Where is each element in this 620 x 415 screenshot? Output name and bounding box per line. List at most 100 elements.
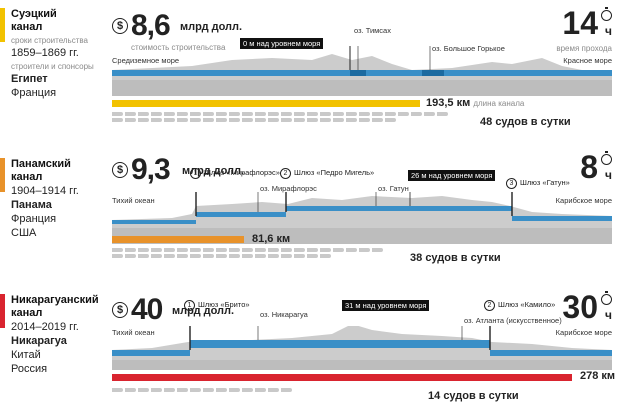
ship-icon xyxy=(177,112,188,116)
ship-icon xyxy=(294,248,305,252)
suez-cost-unit: млрд долл. xyxy=(180,21,243,33)
suez-length-value: 193,5 xyxy=(426,97,454,109)
ship-icon xyxy=(333,118,344,122)
ship-icon xyxy=(125,388,136,392)
suez-length-bar xyxy=(112,100,420,107)
ship-icon xyxy=(268,248,279,252)
ship-icon xyxy=(164,112,175,116)
suez-time-label: время прохода xyxy=(556,44,612,53)
suez-info: Суэцкий канал сроки строительства 1859–1… xyxy=(0,8,110,100)
ship-icon xyxy=(229,248,240,252)
ship-icon xyxy=(190,388,201,392)
panama-build-years: 1904–1914 гг. xyxy=(11,185,79,197)
panama-right-sea: Карибское море xyxy=(555,196,612,205)
ship-icon xyxy=(216,118,227,122)
lock-number: 1 xyxy=(184,300,195,311)
nicaragua-ships-suffix: судов в сутки xyxy=(443,390,519,402)
ship-icon xyxy=(151,118,162,122)
panama-level-tag: 26 м над уровнем моря xyxy=(408,170,496,181)
nicaragua-builder-other-1: Китай xyxy=(11,349,41,361)
panama-cost-value: 9,3 xyxy=(131,153,171,186)
panama-length-unit: км xyxy=(276,233,291,245)
panama-lock-1: 1 Шлюз «Мирафлорэс» xyxy=(190,168,280,179)
lock-name: Шлюз «Камило» xyxy=(498,300,556,309)
panama-time-value: 8 xyxy=(580,149,598,185)
lock-number: 2 xyxy=(280,168,291,179)
ship-icon xyxy=(242,254,253,258)
ship-icon xyxy=(372,112,383,116)
suez-length: 193,5 км длина канала xyxy=(426,97,524,109)
ship-icon xyxy=(190,254,201,258)
lock-number: 3 xyxy=(506,178,517,189)
nicaragua-ships-value: 14 xyxy=(428,390,441,402)
ship-icon xyxy=(255,388,266,392)
ship-icon xyxy=(203,248,214,252)
panama-color-mark xyxy=(0,158,5,192)
ship-row xyxy=(112,112,448,116)
panama-panel: Панамский канал 1904–1914 гг. Панама Фра… xyxy=(0,150,620,275)
ship-icon xyxy=(203,388,214,392)
suez-profile: Средиземное море Красное море 0 м над ур… xyxy=(112,26,612,96)
ship-icon xyxy=(125,248,136,252)
ship-icon xyxy=(203,118,214,122)
ship-icon xyxy=(112,112,123,116)
ship-icon xyxy=(359,248,370,252)
nicaragua-info: Никарагуанский канал 2014–2019 гг. Никар… xyxy=(0,294,110,376)
ship-icon xyxy=(125,112,136,116)
nicaragua-length-value: 278 xyxy=(580,370,599,382)
ship-icon xyxy=(255,254,266,258)
nicaragua-builder-main: Никарагуа xyxy=(11,335,67,347)
suez-builder-other: Франция xyxy=(11,87,57,99)
ship-icon xyxy=(112,118,123,122)
ship-icon xyxy=(294,254,305,258)
nicaragua-profile-graphic xyxy=(112,318,612,370)
ship-icon xyxy=(151,248,162,252)
nicaragua-panel: Никарагуанский канал 2014–2019 гг. Никар… xyxy=(0,290,620,415)
ship-icon xyxy=(255,118,266,122)
nicaragua-length-bar xyxy=(112,374,572,381)
ship-icon xyxy=(255,248,266,252)
suez-ships-suffix: судов в сутки xyxy=(495,116,571,128)
panama-length-value: 81,6 xyxy=(252,233,274,245)
lock-number: 1 xyxy=(190,168,201,179)
ship-icon xyxy=(203,112,214,116)
nicaragua-lake-2: оз. Атланта (искусственное) xyxy=(464,316,562,325)
ship-icon xyxy=(372,248,383,252)
ship-icon xyxy=(190,112,201,116)
ship-icon xyxy=(164,118,175,122)
suez-time: 14 ч время прохода xyxy=(532,6,612,56)
ship-icon xyxy=(398,112,409,116)
ship-icon xyxy=(281,248,292,252)
lock-name: Шлюз «Педро Мигель» xyxy=(294,168,375,177)
ship-icon xyxy=(281,112,292,116)
suez-panel: Суэцкий канал сроки строительства 1859–1… xyxy=(0,0,620,138)
ship-icon xyxy=(112,254,123,258)
panama-ships-label: 38 судов в сутки xyxy=(410,252,501,264)
ship-icon xyxy=(268,112,279,116)
suez-ships-label: 48 судов в сутки xyxy=(480,116,571,128)
ship-icon xyxy=(164,248,175,252)
dollar-icon: $ xyxy=(112,162,128,178)
ship-icon xyxy=(229,388,240,392)
ship-icon xyxy=(151,112,162,116)
lock-name: Шлюз «Мирафлорэс» xyxy=(204,168,280,177)
dollar-icon: $ xyxy=(112,302,128,318)
ship-icon xyxy=(320,254,331,258)
suez-builder-main: Египет xyxy=(11,73,48,85)
panama-length-bar xyxy=(112,236,244,243)
ship-icon xyxy=(281,118,292,122)
suez-lake-1: оз. Тимсах xyxy=(354,26,391,35)
ship-icon xyxy=(268,388,279,392)
ship-icon xyxy=(385,112,396,116)
ship-icon xyxy=(346,118,357,122)
suez-level-tag: 0 м над уровнем моря xyxy=(240,38,324,49)
ship-icon xyxy=(177,248,188,252)
ship-icon xyxy=(151,254,162,258)
panama-info: Панамский канал 1904–1914 гг. Панама Фра… xyxy=(0,158,110,240)
suez-time-unit: ч xyxy=(605,24,612,38)
panama-time-unit: ч xyxy=(605,168,612,182)
nicaragua-time-value: 30 xyxy=(562,289,598,325)
ship-row xyxy=(112,388,292,392)
ship-icon xyxy=(281,254,292,258)
suez-title: Суэцкий канал xyxy=(11,8,57,33)
